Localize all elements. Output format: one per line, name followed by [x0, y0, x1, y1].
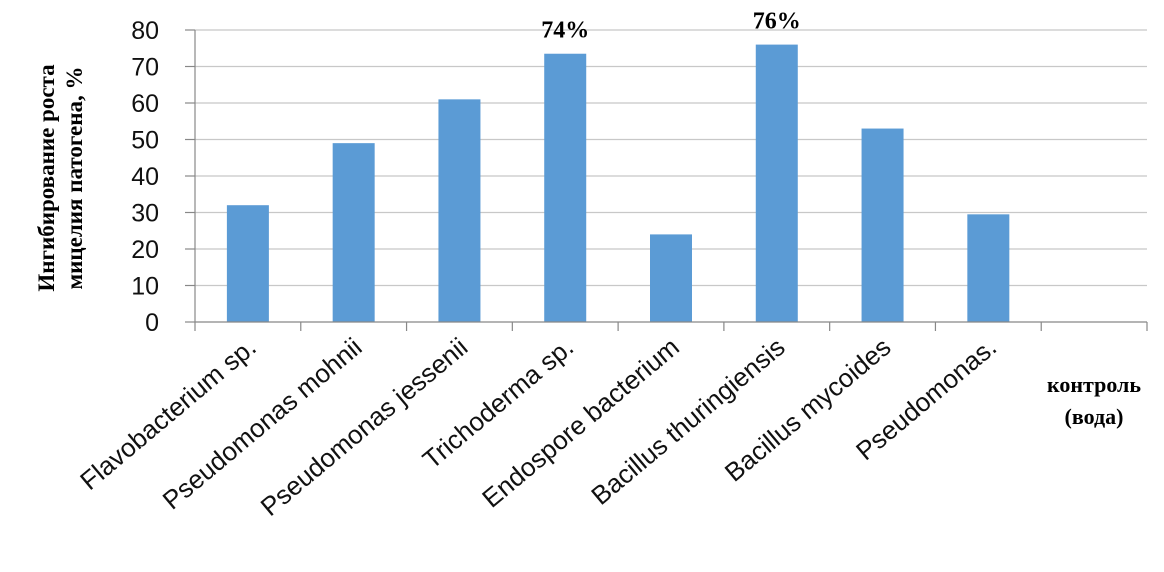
y-tick-label: 40 [131, 163, 159, 191]
y-axis-label-line-2: мицелия патогена, % [62, 67, 87, 290]
y-tick-label: 80 [131, 17, 159, 45]
control-label-line-1: контроль [1047, 372, 1141, 397]
y-tick-label: 0 [145, 309, 159, 337]
bar [226, 205, 269, 322]
data-label: 74% [541, 18, 589, 44]
y-tick-label: 50 [131, 127, 159, 155]
bar [438, 99, 481, 322]
bar [650, 234, 692, 322]
y-tick-label: 60 [131, 90, 159, 118]
x-category-label: Endospore bacterium [476, 332, 685, 514]
y-tick-label: 70 [131, 54, 159, 82]
data-labels: 74% 76% [541, 9, 801, 44]
bar [967, 214, 1010, 322]
data-label: 76% [753, 9, 801, 35]
axes [185, 29, 1148, 331]
x-category-label: Flavobacterium sp. [74, 332, 262, 496]
bars [226, 44, 1010, 322]
x-category-label: Pseudomonas mohnii [157, 332, 368, 516]
bar [332, 143, 375, 322]
x-category-label: Pseudomonas jessenii [255, 332, 474, 522]
y-axis-label-line-1: Ингибирование роста [34, 64, 59, 292]
bar [755, 44, 798, 322]
y-tick-labels: 0 10 20 30 40 50 60 70 80 [131, 17, 159, 337]
x-category-label: Bacillus thuringiensis [585, 332, 790, 511]
control-label-line-2: (вода) [1065, 404, 1124, 429]
bar [544, 53, 587, 322]
y-tick-label: 30 [131, 200, 159, 228]
x-category-labels: Flavobacterium sp.Pseudomonas mohniiPseu… [74, 332, 1002, 522]
y-tick-label: 20 [131, 236, 159, 264]
y-tick-label: 10 [131, 273, 159, 301]
bar [861, 128, 904, 322]
